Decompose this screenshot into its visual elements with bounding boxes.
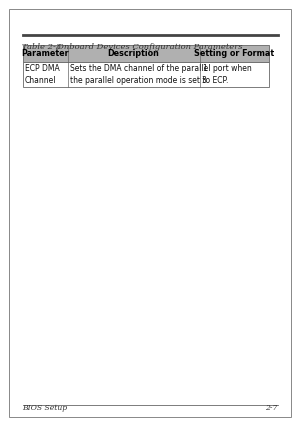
Text: ECP DMA
Channel: ECP DMA Channel — [25, 64, 60, 85]
Text: Table 2-3: Table 2-3 — [22, 43, 62, 51]
Text: 2-7: 2-7 — [265, 404, 278, 412]
Text: Parameter: Parameter — [21, 49, 69, 58]
Bar — [22, 62, 268, 87]
Text: Setting or Format: Setting or Format — [194, 49, 274, 58]
Text: Sets the DMA channel of the parallel port when
the parallel operation mode is se: Sets the DMA channel of the parallel por… — [70, 64, 252, 85]
Text: Onboard Devices Configuration Parameters: Onboard Devices Configuration Parameters — [57, 43, 242, 51]
Text: 1
3: 1 3 — [202, 64, 207, 85]
Bar — [22, 45, 268, 62]
Text: Description: Description — [108, 49, 159, 58]
Text: BIOS Setup: BIOS Setup — [22, 404, 68, 412]
